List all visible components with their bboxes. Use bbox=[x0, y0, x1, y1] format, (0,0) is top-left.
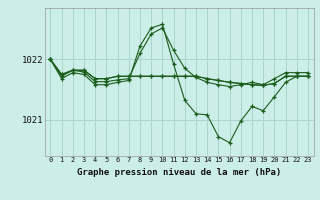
X-axis label: Graphe pression niveau de la mer (hPa): Graphe pression niveau de la mer (hPa) bbox=[77, 168, 281, 177]
